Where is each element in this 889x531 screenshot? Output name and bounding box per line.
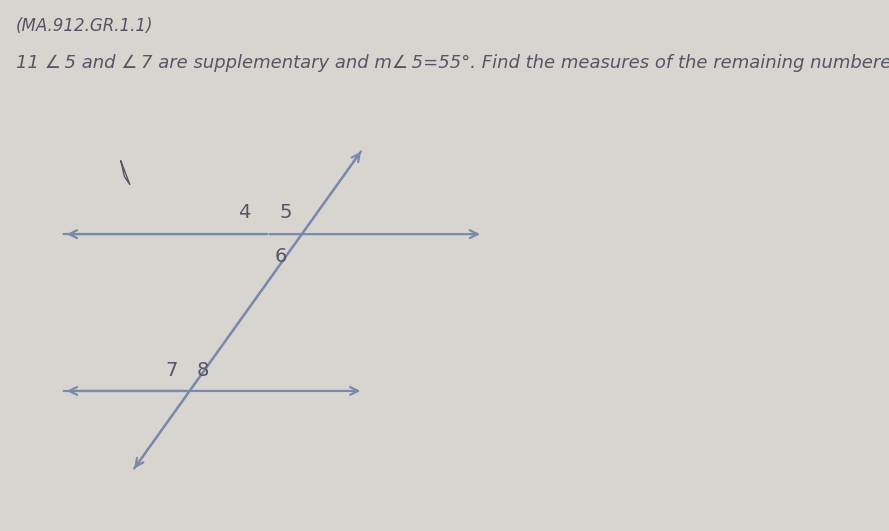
- Text: 5: 5: [279, 203, 292, 221]
- Text: 8: 8: [196, 361, 209, 380]
- Text: 11 ∠ 5 and ∠ 7 are supplementary and m∠ 5=55°. Find the measures of the remainin: 11 ∠ 5 and ∠ 7 are supplementary and m∠ …: [16, 54, 889, 72]
- Text: (MA.912.GR.1.1): (MA.912.GR.1.1): [16, 17, 154, 35]
- Text: 4: 4: [238, 203, 251, 221]
- Text: 6: 6: [275, 246, 287, 266]
- Text: 7: 7: [165, 361, 178, 380]
